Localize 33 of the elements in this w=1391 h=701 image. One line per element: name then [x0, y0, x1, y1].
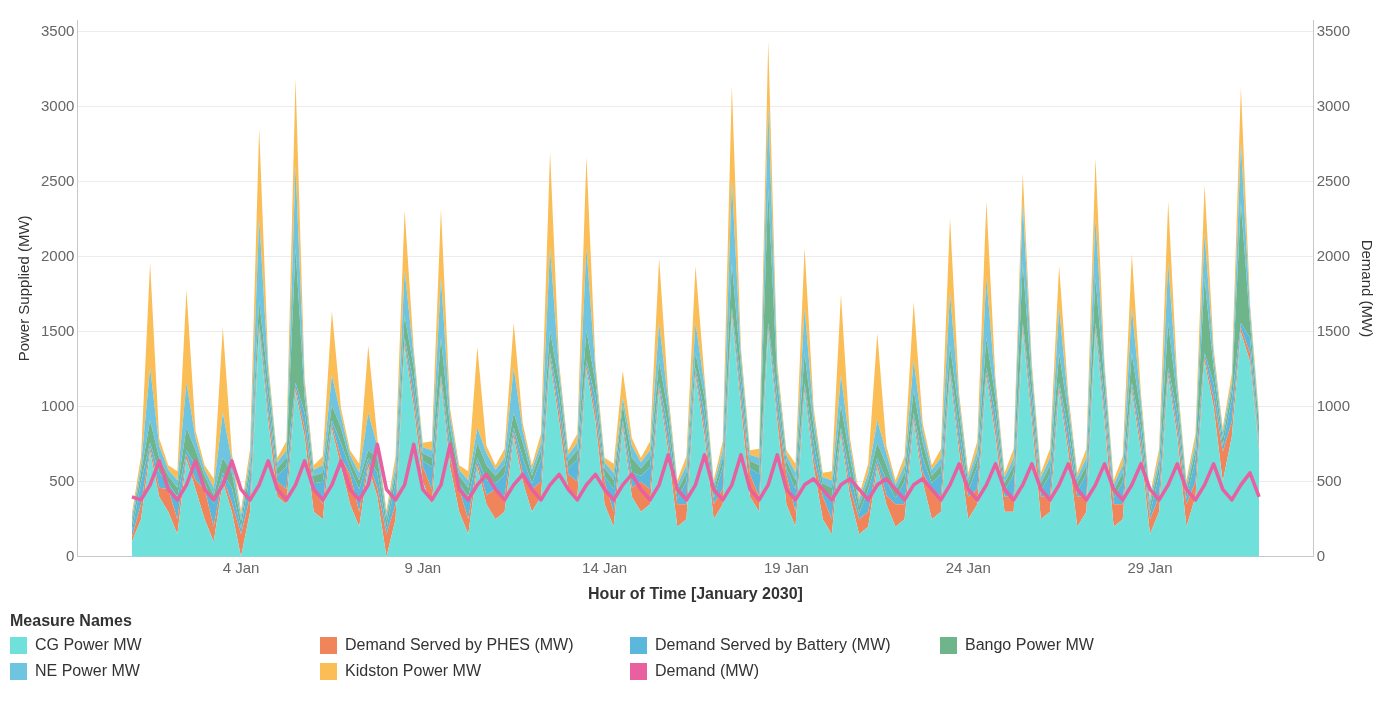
x-tick-label: 14 Jan — [582, 558, 628, 576]
legend-label: NE Power MW — [35, 662, 140, 680]
y2-tick-label: 1500 — [1316, 322, 1351, 340]
legend-label: CG Power MW — [35, 636, 142, 654]
y-tick-label: 2500 — [40, 172, 75, 190]
y-tick-label: 2000 — [40, 247, 75, 265]
x-tick-label: 19 Jan — [763, 558, 809, 576]
y-axis-title: Power Supplied (MW) — [15, 215, 33, 362]
legend-label: Bango Power MW — [965, 636, 1094, 654]
legend-title: Measure Names — [10, 612, 133, 630]
x-tick-label: 29 Jan — [1127, 558, 1173, 576]
y-tick-label: 3000 — [40, 97, 75, 115]
y-tick-label: 1500 — [40, 322, 75, 340]
y-tick-label: 500 — [49, 471, 75, 489]
legend-label: Demand (MW) — [655, 662, 760, 680]
y2-tick-label: 500 — [1316, 471, 1342, 489]
y-tick-label: 3500 — [40, 22, 75, 40]
y2-tick-label: 1000 — [1316, 397, 1351, 414]
y2-axis-title: Demand (MW) — [1358, 239, 1376, 338]
y2-tick-label: 2000 — [1316, 247, 1351, 265]
x-tick-label: 24 Jan — [945, 558, 991, 576]
y-tick-label: 1000 — [40, 397, 75, 414]
legend-label: Demand Served by Battery (MW) — [655, 636, 891, 654]
y2-tick-label: 3500 — [1316, 22, 1351, 40]
x-axis-title: Hour of Time [January 2030] — [588, 584, 803, 602]
y-tick-label: 0 — [66, 546, 75, 564]
x-tick-label: 4 Jan — [222, 558, 260, 576]
x-tick-label: 9 Jan — [404, 558, 442, 576]
legend-label: Demand Served by PHES (MW) — [345, 636, 574, 654]
y2-tick-label: 2500 — [1316, 172, 1351, 190]
y2-tick-label: 3000 — [1316, 97, 1351, 115]
y2-tick-label: 0 — [1316, 546, 1325, 564]
legend-label: Kidston Power MW — [345, 662, 482, 680]
